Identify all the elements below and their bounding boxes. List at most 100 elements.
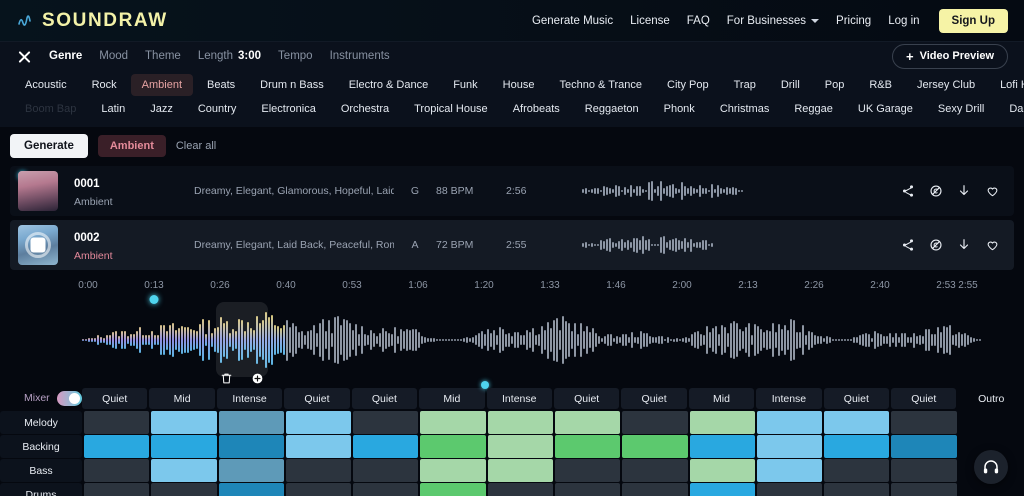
track-thumbnail[interactable] — [18, 225, 58, 265]
mixer-cell[interactable] — [959, 483, 1024, 496]
logo[interactable]: SOUNDRAW — [18, 10, 168, 32]
mixer-cell[interactable] — [689, 459, 755, 482]
mixer-row-label-bass[interactable]: Bass — [0, 459, 82, 482]
mixer-cell[interactable] — [487, 459, 553, 482]
mixer-cell[interactable] — [84, 459, 150, 482]
genre-tag-city-pop[interactable]: City Pop — [667, 79, 709, 91]
mixer-cell[interactable] — [689, 435, 755, 458]
mixer-cell[interactable] — [891, 411, 957, 434]
mixer-section-outro[interactable]: Outro — [978, 392, 1005, 405]
track-thumbnail[interactable] — [18, 171, 58, 211]
mixer-cell[interactable] — [554, 435, 621, 458]
no-copyright-icon[interactable] — [929, 238, 943, 252]
mixer-section-intense[interactable]: Intense — [756, 387, 822, 409]
mixer-cell[interactable] — [218, 459, 284, 482]
share-icon[interactable] — [901, 184, 915, 198]
waveform-bars[interactable] — [0, 298, 1024, 382]
genre-tag-sexy-drill[interactable]: Sexy Drill — [937, 103, 985, 115]
mixer-cell[interactable] — [756, 411, 823, 434]
genre-tag-jersey-club[interactable]: Jersey Club — [916, 79, 976, 91]
nav-pricing[interactable]: Pricing — [836, 14, 872, 27]
download-icon[interactable] — [957, 238, 971, 252]
genre-tag-drum-n-bass[interactable]: Drum n Bass — [260, 79, 324, 91]
mixer-cell[interactable] — [824, 483, 890, 496]
filter-mood[interactable]: Mood — [99, 50, 129, 62]
timeline-ruler[interactable]: 0:00 0:13 0:26 0:40 0:53 1:06 1:20 1:33 1:46 2:00… — [0, 276, 1024, 304]
video-preview-button[interactable]: + Video Preview — [892, 43, 1008, 69]
mixer-cell[interactable] — [218, 483, 284, 496]
download-icon[interactable] — [957, 184, 971, 198]
mixer-cell[interactable] — [756, 483, 823, 496]
mixer-section-quiet[interactable]: Quiet — [823, 387, 890, 409]
waveform-selection[interactable] — [216, 302, 268, 377]
genre-tag-rock[interactable]: Rock — [91, 79, 117, 91]
mixer-row-label-backing[interactable]: Backing — [0, 435, 82, 458]
genre-tag-orchestra[interactable]: Orchestra — [340, 103, 390, 115]
mixer-cell[interactable] — [622, 483, 688, 496]
mixer-cell[interactable] — [891, 459, 957, 482]
add-plus-icon[interactable] — [251, 372, 264, 385]
mixer-cell[interactable] — [420, 459, 486, 482]
mixer-section-intense[interactable]: Intense — [486, 387, 552, 409]
nav-login[interactable]: Log in — [888, 14, 920, 27]
genre-tag-tropical-house[interactable]: Tropical House — [414, 103, 488, 115]
nav-generate-music[interactable]: Generate Music — [531, 14, 614, 27]
genre-tag-jazz[interactable]: Jazz — [150, 103, 173, 115]
genre-tag-r-b[interactable]: R&B — [869, 79, 892, 91]
genre-tag-christmas[interactable]: Christmas — [719, 103, 770, 115]
genre-tag-drill[interactable]: Drill — [780, 79, 800, 91]
mixer-section-mid[interactable]: Mid — [149, 387, 215, 409]
mixer-cell[interactable] — [84, 435, 150, 458]
mixer-cell[interactable] — [420, 435, 486, 458]
mixer-cell[interactable] — [218, 435, 284, 458]
mixer-row-label-melody[interactable]: Melody — [0, 411, 82, 434]
mixer-cell[interactable] — [689, 411, 755, 434]
delete-trash-icon[interactable] — [220, 372, 233, 385]
genre-tag-afrobeats[interactable]: Afrobeats — [512, 103, 560, 115]
mixer-cell[interactable] — [487, 483, 553, 496]
nav-license[interactable]: License — [630, 14, 670, 27]
mixer-cell[interactable] — [285, 483, 352, 496]
track-mini-waveform[interactable] — [576, 232, 901, 258]
filter-length[interactable]: Length 3:00 — [198, 50, 261, 62]
mixer-cell[interactable] — [891, 435, 957, 458]
genre-tag-latin[interactable]: Latin — [101, 103, 126, 115]
mixer-cell[interactable] — [285, 459, 352, 482]
genre-tag-funk[interactable]: Funk — [453, 79, 478, 91]
mixer-cell[interactable] — [151, 411, 217, 434]
genre-tag-ambient[interactable]: Ambient — [130, 74, 193, 96]
mixer-section-quiet[interactable]: Quiet — [621, 387, 687, 409]
genre-tag-uk-garage[interactable]: UK Garage — [857, 103, 913, 115]
mixer-cell[interactable] — [622, 435, 688, 458]
track-mini-waveform[interactable] — [576, 178, 901, 204]
genre-tag-pop[interactable]: Pop — [824, 79, 845, 91]
mixer-cell[interactable] — [420, 483, 486, 496]
mixer-cell[interactable] — [487, 411, 553, 434]
mixer-toggle[interactable] — [56, 390, 82, 406]
genre-tag-trap[interactable]: Trap — [733, 79, 756, 91]
mixer-cell[interactable] — [622, 411, 688, 434]
table-row[interactable]: 0001 Ambient Dreamy, Elegant, Glamorous,… — [10, 166, 1014, 216]
filter-instruments[interactable]: Instruments — [329, 50, 390, 62]
selected-genre-chip[interactable]: Ambient — [97, 135, 166, 157]
genre-tag-lofi-hip-hop[interactable]: Lofi Hip Hop — [1000, 79, 1024, 91]
mixer-cell[interactable] — [218, 411, 284, 434]
mixer-section-mid[interactable]: Mid — [688, 387, 755, 409]
mixer-cell[interactable] — [420, 411, 486, 434]
nav-faq[interactable]: FAQ — [686, 14, 710, 27]
generate-button[interactable]: Generate — [10, 134, 88, 158]
mixer-section-quiet[interactable]: Quiet — [351, 387, 418, 409]
genre-tag-house[interactable]: House — [502, 79, 535, 91]
filter-tempo[interactable]: Tempo — [278, 50, 313, 62]
genre-tag-techno-trance[interactable]: Techno & Trance — [559, 79, 643, 91]
genre-tag-beats[interactable]: Beats — [207, 79, 236, 91]
mixer-section-intense[interactable]: Intense — [216, 387, 283, 409]
nav-for-businesses[interactable]: For Businesses — [727, 15, 820, 27]
filter-theme[interactable]: Theme — [145, 50, 181, 62]
mixer-row-label-drums[interactable]: Drums — [0, 483, 82, 496]
favorite-heart-icon[interactable] — [985, 238, 1000, 252]
mixer-cell[interactable] — [824, 435, 890, 458]
mixer-cell[interactable] — [353, 435, 419, 458]
mixer-cell[interactable] — [151, 435, 217, 458]
mixer-cell[interactable] — [554, 459, 621, 482]
